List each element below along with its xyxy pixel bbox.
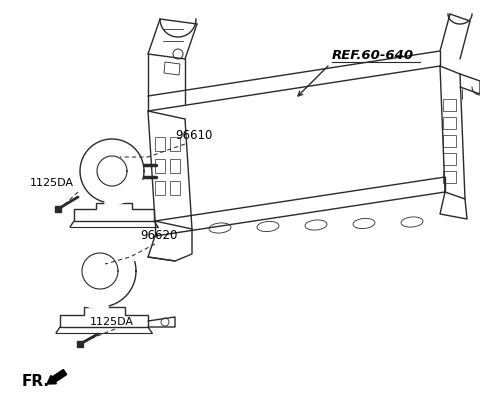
Text: 1125DA: 1125DA — [30, 178, 74, 188]
Text: 1125DA: 1125DA — [90, 316, 134, 326]
FancyArrow shape — [47, 370, 67, 384]
Text: FR.: FR. — [22, 374, 50, 389]
Text: REF.60-640: REF.60-640 — [332, 49, 414, 62]
Text: 96620: 96620 — [140, 229, 178, 241]
Text: 96610: 96610 — [175, 129, 212, 142]
